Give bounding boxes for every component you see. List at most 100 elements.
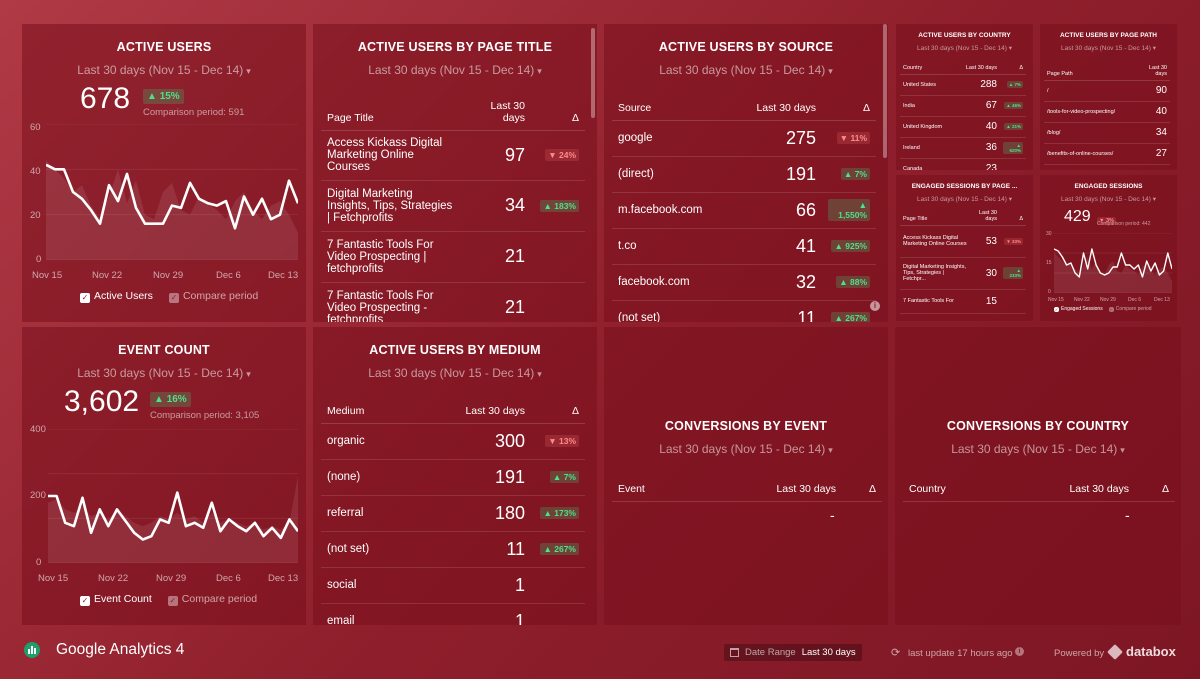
date-range-dropdown[interactable]: Last 30 days (Nov 15 - Dec 14) ▾ — [951, 442, 1125, 456]
row-delta: ▼ 24% — [531, 130, 585, 181]
table-row[interactable]: 7 Fantastic Tools For Video Prospecting … — [321, 282, 585, 322]
table-row[interactable]: email 1 — [321, 603, 585, 625]
row-delta — [1000, 289, 1026, 314]
table-row[interactable]: (none) 191 ▲ 7% — [321, 459, 585, 496]
table-row[interactable]: google 275 ▼ 11% — [612, 120, 876, 157]
table-row[interactable]: /tools-for-video-prospecting/40 — [1044, 101, 1170, 123]
column-header: Page Path — [1044, 64, 1136, 81]
date-range-dropdown[interactable]: Last 30 days (Nov 15 - Dec 14) ▾ — [659, 442, 833, 456]
column-header: Last 30 days — [954, 58, 1000, 75]
legend-toggle-compare[interactable]: ✓ Compare period — [168, 290, 259, 303]
legend-toggle-compare[interactable]: ✓ Compare period — [167, 593, 258, 606]
table-row[interactable]: t.co 41 ▲ 925% — [612, 228, 876, 265]
row-delta: ▼ 33% — [1000, 225, 1026, 258]
row-delta: ▲ 925% — [822, 228, 876, 265]
row-delta: ▼ 13% — [531, 423, 585, 460]
table-row[interactable]: social 1 — [321, 567, 585, 604]
row-label: / — [1044, 80, 1136, 102]
row-label: /benefits-of-online-courses/ — [1044, 143, 1136, 165]
row-label: Access Kickass Digital Marketing Online … — [900, 225, 970, 258]
date-range-dropdown[interactable]: Last 30 days (Nov 15 - Dec 14) ▾ — [1060, 196, 1157, 203]
row-value: 300 — [441, 423, 531, 460]
column-header: Last 30 days — [461, 96, 531, 131]
row-label: social — [321, 567, 441, 604]
info-icon[interactable]: i — [870, 301, 880, 311]
date-range-dropdown[interactable]: Last 30 days (Nov 15 - Dec 14) ▾ — [368, 366, 542, 380]
x-tick: Dec 6 — [216, 573, 241, 584]
row-value: 11 — [441, 531, 531, 568]
date-range-dropdown[interactable]: Last 30 days (Nov 15 - Dec 14) ▾ — [916, 196, 1013, 203]
scrollbar[interactable] — [591, 28, 595, 118]
table-row[interactable]: Ireland 36 ▲ 620% — [900, 137, 1026, 159]
legend-toggle-main[interactable]: ✓ Engaged Sessions — [1054, 306, 1103, 312]
row-delta — [531, 603, 585, 625]
date-range-dropdown[interactable]: Last 30 days (Nov 15 - Dec 14) ▾ — [916, 45, 1013, 52]
x-tick: Nov 29 — [1100, 297, 1116, 303]
table-row[interactable]: (not set) 11 ▲ 267% — [321, 531, 585, 568]
y-tick: 30 — [1046, 231, 1052, 237]
y-tick: 400 — [30, 424, 46, 435]
row-label: Canada — [900, 158, 955, 170]
table-row[interactable]: (direct) 191 ▲ 7% — [612, 156, 876, 193]
table-row[interactable]: /90 — [1044, 80, 1170, 102]
table-row[interactable]: Canada 23 — [900, 158, 1026, 170]
row-value: 23 — [954, 158, 1000, 170]
y-tick: 0 — [36, 254, 42, 265]
date-range-dropdown[interactable]: Last 30 days (Nov 15 - Dec 14) ▾ — [368, 63, 542, 77]
x-tick: Nov 15 — [38, 573, 69, 584]
table-row[interactable]: Digital Marketing Insights, Tips, Strate… — [321, 180, 585, 232]
column-header: Source — [612, 92, 732, 121]
table-row[interactable]: facebook.com 32 ▲ 88% — [612, 264, 876, 301]
scrollbar[interactable] — [883, 24, 887, 158]
table-row[interactable]: Access Kickass Digital Marketing Online … — [900, 225, 1026, 258]
legend-toggle-main[interactable]: ✓ Event Count — [80, 593, 152, 606]
row-value: 40 — [954, 116, 1000, 138]
data-table: Source Last 30 days Δ google 275 ▼ 11% (di… — [612, 92, 876, 322]
x-tick: Nov 15 — [1048, 297, 1064, 303]
databox-logo-icon — [1107, 644, 1123, 660]
table-row[interactable]: United Kingdom 40 ▲ 21% — [900, 116, 1026, 138]
card-title: ENGAGED SESSIONS — [1074, 183, 1143, 190]
row-value: 11 — [732, 300, 822, 322]
data-table: Country Last 30 days Δ — [903, 473, 1175, 502]
table-row[interactable]: m.facebook.com 66 ▲ 1,550% — [612, 192, 876, 229]
table-row[interactable]: India 67 ▲ 46% — [900, 95, 1026, 117]
table-row[interactable]: referral 180 ▲ 173% — [321, 495, 585, 532]
table-row[interactable]: Access Kickass Digital Marketing Online … — [321, 130, 585, 181]
date-range-dropdown[interactable]: Last 30 days (Nov 15 - Dec 14) ▾ — [659, 63, 833, 77]
table-row[interactable]: 7 Fantastic Tools For 15 — [900, 289, 1026, 314]
table-row[interactable]: /benefits-of-online-courses/27 — [1044, 143, 1170, 165]
date-range-dropdown[interactable]: Last 30 days (Nov 15 - Dec 14) ▾ — [77, 366, 251, 380]
metric-value: 678 — [80, 82, 131, 115]
row-value: 275 — [732, 120, 822, 157]
row-delta: ▲ 7% — [531, 459, 585, 496]
up-arrow-icon: ▲ — [154, 394, 167, 405]
info-icon[interactable]: i — [1015, 647, 1024, 656]
row-value: 40 — [1136, 101, 1170, 123]
databox-brand: databox — [1126, 644, 1176, 659]
line-chart — [1054, 233, 1172, 293]
column-header: Δ — [1000, 58, 1026, 75]
row-value: 36 — [954, 137, 1000, 159]
table-row[interactable]: United States 288 ▲ 7% — [900, 74, 1026, 96]
table-row[interactable]: organic 300 ▼ 13% — [321, 423, 585, 460]
column-header: Last 30 days — [441, 395, 531, 424]
row-value: 1 — [441, 567, 531, 604]
legend-toggle-main[interactable]: ✓ Active Users — [80, 290, 153, 303]
table-row[interactable]: 7 Fantastic Tools For Video Prospecting … — [321, 231, 585, 283]
empty-value: - — [1125, 507, 1130, 523]
comparison-text: Comparison period: 442 — [1097, 221, 1151, 227]
date-range-dropdown[interactable]: Last 30 days (Nov 15 - Dec 14) ▾ — [77, 63, 251, 77]
date-range-selector[interactable]: Date Range Last 30 days — [724, 644, 862, 661]
row-value: 21 — [461, 282, 531, 322]
table-row[interactable]: Digital Marketing Insights, Tips, Strate… — [900, 257, 1026, 290]
data-table: Medium Last 30 days Δ organic 300 ▼ 13% (n… — [321, 395, 585, 625]
column-header: Medium — [321, 395, 441, 424]
row-delta — [531, 567, 585, 604]
legend-toggle-compare[interactable]: ✓ Compare period — [1108, 306, 1152, 312]
table-row[interactable]: (not set) 11 ▲ 267% — [612, 300, 876, 322]
checkbox-checked-icon: ✓ — [80, 293, 90, 303]
refresh-icon[interactable]: ⟳ — [891, 647, 901, 659]
table-row[interactable]: /blog/34 — [1044, 122, 1170, 144]
date-range-dropdown[interactable]: Last 30 days (Nov 15 - Dec 14) ▾ — [1060, 45, 1157, 52]
